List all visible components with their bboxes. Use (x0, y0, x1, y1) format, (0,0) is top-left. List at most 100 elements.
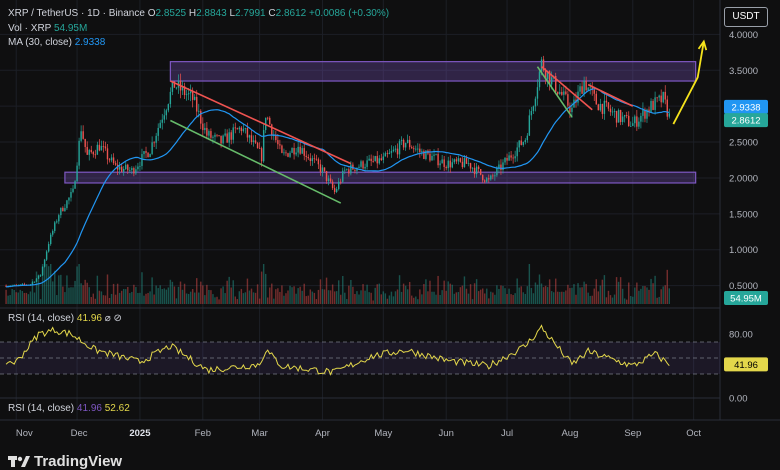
volume-bar (538, 274, 541, 304)
rsi-settings-icon[interactable]: ⌀ ⊘ (104, 313, 122, 324)
volume-bar (228, 276, 230, 304)
candle-body (646, 109, 648, 119)
candle-body (181, 86, 184, 91)
volume-bar (632, 296, 634, 304)
candle-body (141, 154, 143, 166)
rsi-footer-value1: 41.96 (76, 403, 102, 414)
volume-bar (569, 288, 571, 304)
rsi-footer-value2: 52.62 (104, 403, 130, 414)
volume-bar (307, 295, 309, 304)
candle-body (364, 166, 366, 169)
tradingview-logo[interactable]: TradingView (8, 452, 122, 470)
volume-bar (534, 282, 537, 304)
candle-body (43, 259, 46, 267)
volume-bar (552, 292, 555, 304)
volume-bar (571, 287, 573, 304)
candle-body (238, 127, 241, 130)
candle-body (429, 153, 431, 161)
volume-bar (244, 292, 247, 304)
volume-bar (54, 270, 56, 304)
candle-body (153, 142, 155, 144)
volume-bar (177, 286, 180, 304)
volume-bar (445, 290, 447, 304)
candle-body (526, 135, 529, 141)
candle-body (366, 160, 368, 167)
candle-body (70, 191, 72, 198)
volume-bar (443, 280, 445, 304)
volume-bar (5, 289, 7, 304)
volume-bar (623, 298, 626, 304)
volume-bar (630, 296, 632, 304)
candle-body (123, 169, 125, 172)
volume-bar (43, 264, 46, 304)
volume-bar (291, 287, 293, 304)
candle-body (512, 157, 514, 159)
volume-bar (127, 287, 129, 304)
volume-bar (66, 275, 68, 304)
ma-30-line (6, 88, 670, 288)
candle-body (579, 86, 581, 92)
volume-bar (116, 283, 119, 304)
candle-body (384, 153, 387, 157)
volume-bar (303, 283, 305, 304)
volume-bar (621, 288, 624, 304)
candle-body (139, 165, 141, 167)
price-tick-label: 2.5000 (729, 138, 758, 149)
candle-body (13, 284, 15, 286)
candles[interactable] (5, 55, 671, 288)
time-tick-label: Oct (686, 428, 701, 439)
candle-body (183, 86, 186, 96)
candle-body (106, 148, 109, 160)
candle-body (98, 144, 101, 151)
volume-bar (129, 293, 131, 304)
projection-arrow[interactable] (672, 39, 708, 125)
candle-body (125, 164, 127, 170)
volume-bar (603, 275, 606, 304)
volume-bar (206, 284, 208, 304)
volume-bar (232, 280, 234, 304)
candle-body (82, 131, 84, 139)
currency-button[interactable]: USDT (724, 7, 768, 27)
close-price-label: 2.8612 (731, 116, 760, 127)
time-tick-label: Jun (439, 428, 454, 439)
candle-body (52, 230, 54, 235)
volume-bar (364, 290, 366, 304)
candle-body (88, 149, 90, 155)
volume-bar (327, 290, 330, 304)
candle-body (465, 158, 468, 164)
volume-bar (589, 295, 591, 304)
volume-bar (471, 299, 474, 304)
price-tick-label: 0.5000 (729, 281, 758, 292)
volume-bar (370, 292, 372, 304)
price-zones[interactable] (64, 61, 697, 184)
volume-bar (64, 292, 66, 304)
volume-bar (368, 292, 370, 304)
candle-body (636, 116, 638, 127)
volume-bar (548, 279, 551, 304)
volume-bar (473, 283, 476, 304)
volume-bar (344, 292, 346, 304)
volume-bar (189, 291, 192, 304)
candle-body (652, 101, 654, 110)
volume-bar (49, 264, 52, 304)
time-tick-label: Dec (71, 428, 88, 439)
candle-body (129, 170, 131, 171)
volume-bar (208, 289, 210, 304)
volume-bar (524, 293, 527, 304)
candle-body (548, 71, 551, 85)
volume-bar (486, 288, 488, 304)
volume-bar (479, 289, 482, 304)
candle-body (593, 89, 595, 94)
volume-bar (45, 264, 48, 304)
volume-bar (565, 290, 567, 304)
candle-body (297, 146, 299, 153)
candle-body (538, 71, 541, 88)
volume-bar (656, 297, 658, 304)
candle-body (615, 111, 618, 123)
candle-body (471, 167, 474, 169)
trendlines[interactable] (170, 66, 634, 204)
volume-bar (37, 274, 40, 304)
candle-body (171, 81, 174, 92)
rsi-pane (0, 324, 720, 376)
